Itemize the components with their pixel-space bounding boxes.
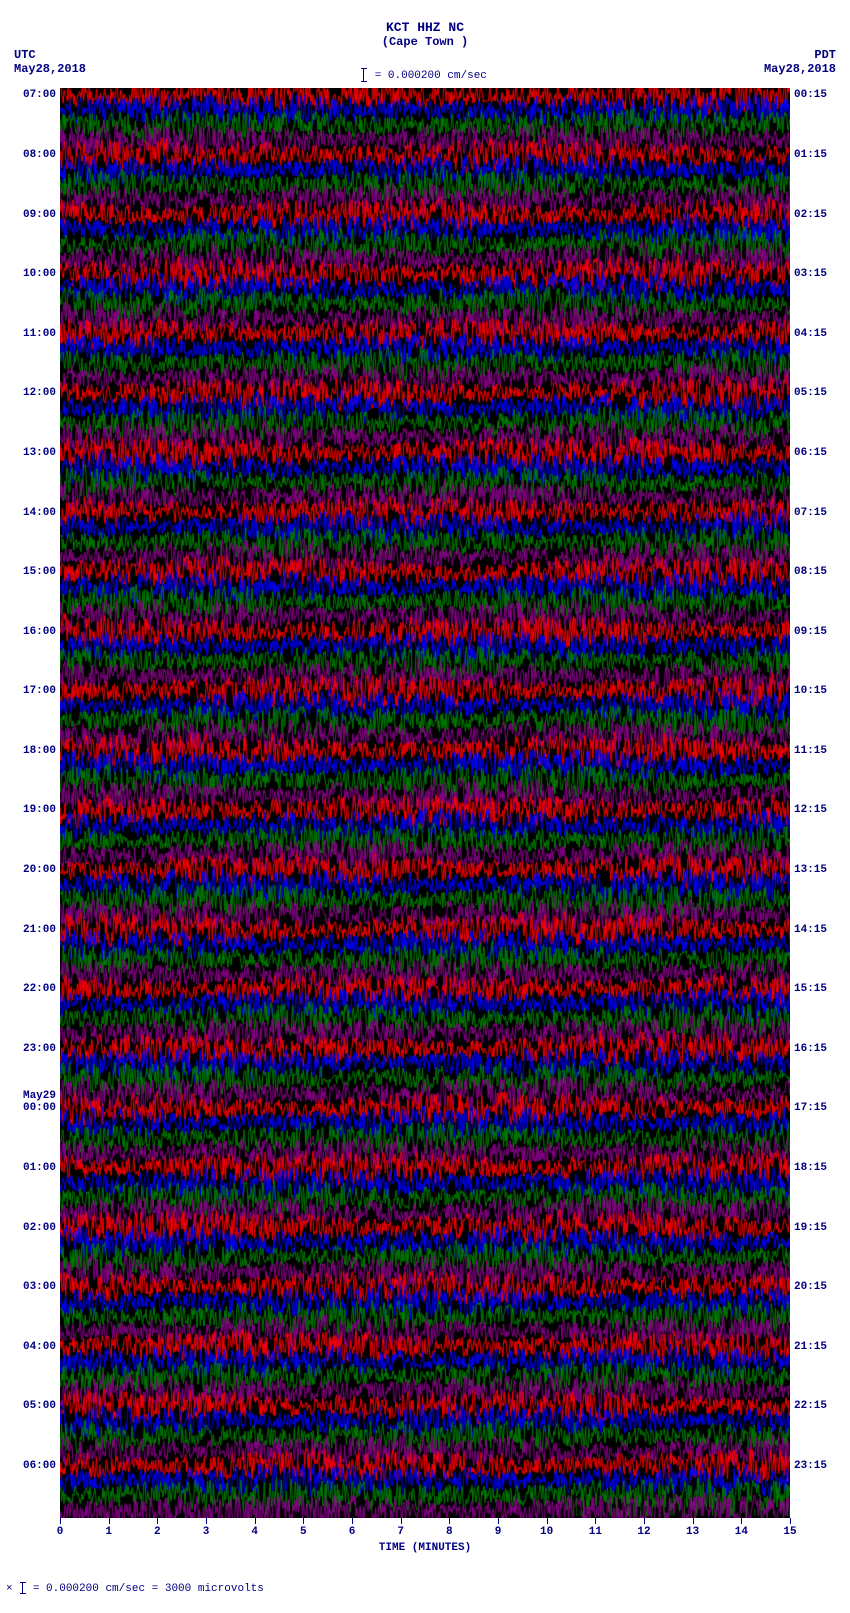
left-hour-label: 21:00 — [23, 924, 56, 936]
waveform-plot — [60, 88, 790, 1518]
x-tick-label: 2 — [154, 1526, 161, 1538]
x-tick-label: 13 — [686, 1526, 699, 1538]
footer-scale-text: = 0.000200 cm/sec = 3000 microvolts — [33, 1583, 264, 1595]
right-hour-label: 05:15 — [794, 387, 827, 399]
left-hour-label: 01:00 — [23, 1162, 56, 1174]
right-hour-label: 03:15 — [794, 268, 827, 280]
left-hour-label: 06:00 — [23, 1460, 56, 1472]
right-hour-label: 15:15 — [794, 983, 827, 995]
helicorder-container: KCT HHZ NC (Cape Town ) UTC May28,2018 P… — [0, 0, 850, 1613]
left-time-axis: 07:00 08:00 09:00 10:00 11:00 12:00 13:00 14:00… — [8, 88, 58, 1518]
right-hour-label: 01:15 — [794, 149, 827, 161]
x-tick-label: 9 — [495, 1526, 502, 1538]
day-boundary-label: May29 — [23, 1090, 56, 1102]
left-hour-label: 15:00 — [23, 566, 56, 578]
right-hour-label: 11:15 — [794, 745, 827, 757]
right-hour-label: 12:15 — [794, 804, 827, 816]
scale-indicator: = 0.000200 cm/sec — [0, 68, 850, 82]
scale-text: = 0.000200 cm/sec — [375, 70, 487, 82]
right-hour-label: 06:15 — [794, 447, 827, 459]
footer-scale: × = 0.000200 cm/sec = 3000 microvolts — [6, 1582, 264, 1595]
x-axis-title: TIME (MINUTES) — [60, 1542, 790, 1554]
right-time-axis: 00:15 01:15 02:15 03:15 04:15 05:15 06:15 07:15… — [792, 88, 842, 1518]
left-hour-label: 20:00 — [23, 864, 56, 876]
right-hour-label: 20:15 — [794, 1281, 827, 1293]
x-tick-label: 12 — [637, 1526, 650, 1538]
right-hour-label: 21:15 — [794, 1341, 827, 1353]
left-hour-label: 16:00 — [23, 626, 56, 638]
x-tick-label: 5 — [300, 1526, 307, 1538]
right-hour-label: 09:15 — [794, 626, 827, 638]
left-hour-label: 02:00 — [23, 1222, 56, 1234]
footer-scale-bar-icon — [22, 1582, 23, 1594]
left-hour-label: 03:00 — [23, 1281, 56, 1293]
left-hour-label: 19:00 — [23, 804, 56, 816]
left-hour-label: 07:00 — [23, 89, 56, 101]
x-tick-label: 10 — [540, 1526, 553, 1538]
right-hour-label: 02:15 — [794, 209, 827, 221]
chart-header: KCT HHZ NC (Cape Town ) — [0, 20, 850, 49]
x-tick-label: 1 — [105, 1526, 112, 1538]
tz-left-name: UTC — [14, 48, 86, 62]
x-axis: TIME (MINUTES) 0123456789101112131415 — [60, 1520, 790, 1560]
x-tick-label: 6 — [349, 1526, 356, 1538]
right-hour-label: 19:15 — [794, 1222, 827, 1234]
right-hour-label: 16:15 — [794, 1043, 827, 1055]
right-hour-label: 07:15 — [794, 507, 827, 519]
right-hour-label: 18:15 — [794, 1162, 827, 1174]
right-hour-label: 00:15 — [794, 89, 827, 101]
x-tick-label: 8 — [446, 1526, 453, 1538]
right-hour-label: 08:15 — [794, 566, 827, 578]
right-hour-label: 10:15 — [794, 685, 827, 697]
right-hour-label: 04:15 — [794, 328, 827, 340]
x-tick-label: 7 — [397, 1526, 404, 1538]
tz-right-name: PDT — [764, 48, 836, 62]
left-hour-label: 05:00 — [23, 1400, 56, 1412]
left-hour-label: 04:00 — [23, 1341, 56, 1353]
x-tick-label: 15 — [783, 1526, 796, 1538]
right-hour-label: 13:15 — [794, 864, 827, 876]
right-hour-label: 14:15 — [794, 924, 827, 936]
right-hour-label: 22:15 — [794, 1400, 827, 1412]
station-code: KCT HHZ NC — [0, 20, 850, 35]
left-hour-label: 08:00 — [23, 149, 56, 161]
right-hour-label: 23:15 — [794, 1460, 827, 1472]
left-hour-label: 17:00 — [23, 685, 56, 697]
left-hour-label: 14:00 — [23, 507, 56, 519]
x-tick-label: 14 — [735, 1526, 748, 1538]
x-tick-label: 0 — [57, 1526, 64, 1538]
left-hour-label: 10:00 — [23, 268, 56, 280]
left-hour-label: 23:00 — [23, 1043, 56, 1055]
left-hour-label: 12:00 — [23, 387, 56, 399]
left-hour-label: 09:00 — [23, 209, 56, 221]
left-hour-label: 00:00 — [23, 1102, 56, 1114]
x-tick-label: 11 — [589, 1526, 602, 1538]
left-hour-label: 11:00 — [23, 328, 56, 340]
waveform-canvas — [60, 88, 790, 1518]
left-hour-label: 18:00 — [23, 745, 56, 757]
right-hour-label: 17:15 — [794, 1102, 827, 1114]
left-hour-label: 13:00 — [23, 447, 56, 459]
left-hour-label: 22:00 — [23, 983, 56, 995]
station-location: (Cape Town ) — [0, 35, 850, 49]
scale-bar-icon — [363, 68, 364, 82]
x-tick-label: 3 — [203, 1526, 210, 1538]
x-tick-label: 4 — [251, 1526, 258, 1538]
footer-star: × — [6, 1583, 13, 1595]
